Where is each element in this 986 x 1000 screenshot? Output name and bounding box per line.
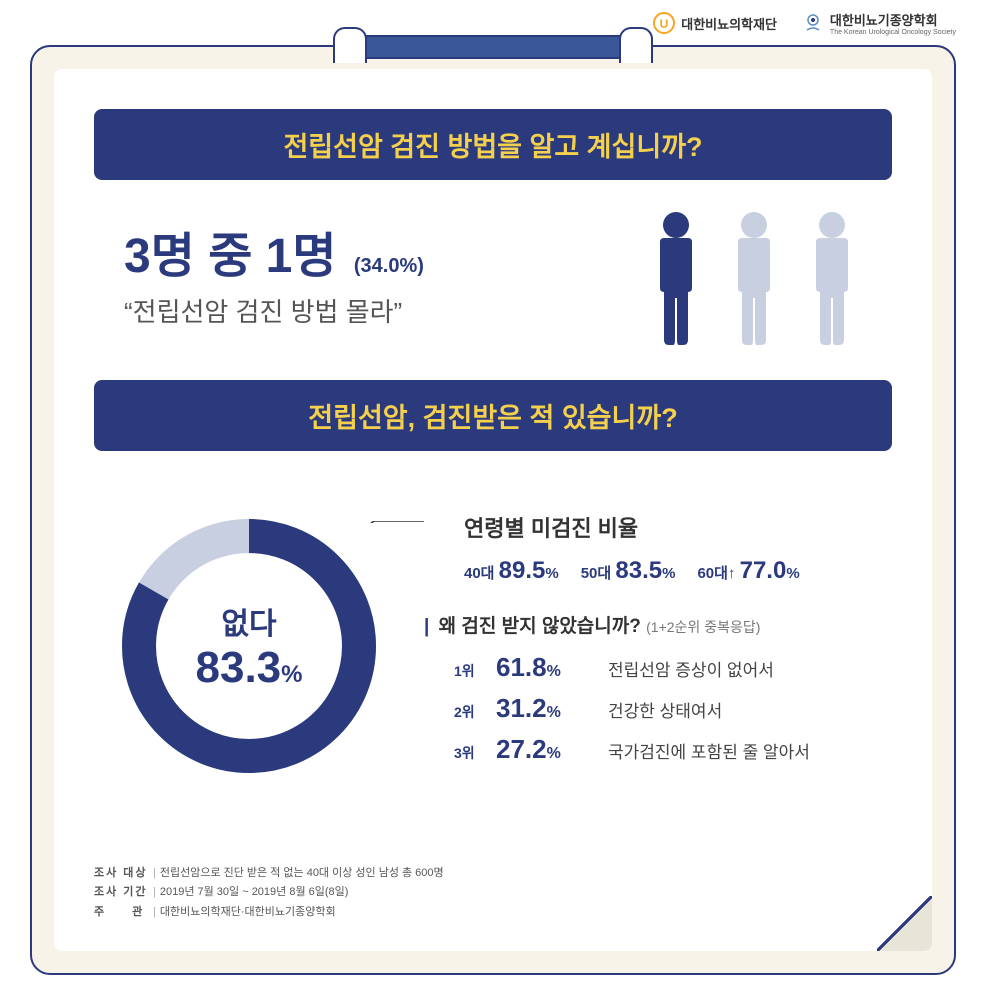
reason-item: 2위 31.2% 건강한 상태여서 xyxy=(424,693,882,724)
header-logos: U 대한비뇨의학재단 대한비뇨기종양학회 The Korean Urologic… xyxy=(653,10,956,36)
clipboard-frame: 전립선암 검진 방법을 알고 계십니까? 3명 중 1명 (34.0%) “전립… xyxy=(30,45,956,975)
logo-left: U 대한비뇨의학재단 xyxy=(653,12,777,34)
connector-line xyxy=(334,521,424,523)
donut-chart: 없다 83.3% xyxy=(104,501,394,791)
person-icon xyxy=(724,210,784,350)
reasons-list: 1위 61.8% 전립선암 증상이 없어서 2위 31.2% 건강한 상태여서 3위… xyxy=(424,652,882,765)
donut-value: 83.3% xyxy=(196,643,303,693)
stats-panel: 연령별 미검진 비율 40대 89.5%50대 83.5%60대↑ 77.0% … xyxy=(424,501,882,775)
age-stat-item: 50대 83.5% xyxy=(581,557,676,585)
donut-center: 없다 83.3% xyxy=(196,599,303,693)
reason-item: 3위 27.2% 국가검진에 포함된 줄 알아서 xyxy=(424,734,882,765)
section-awareness: 3명 중 1명 (34.0%) “전립선암 검진 방법 몰라” xyxy=(94,210,892,380)
donut-label: 없다 xyxy=(196,599,303,643)
clipboard-clip xyxy=(353,35,633,59)
logo-left-icon: U xyxy=(653,12,675,34)
logo-left-text: 대한비뇨의학재단 xyxy=(681,14,777,33)
person-icon xyxy=(646,210,706,350)
page-fold xyxy=(877,896,932,951)
person-icon xyxy=(802,210,862,350)
reason-item: 1위 61.8% 전립선암 증상이 없어서 xyxy=(424,652,882,683)
headline-text: 3명 중 1명 xyxy=(124,230,337,283)
age-stat-item: 40대 89.5% xyxy=(464,557,559,585)
logo-right: 대한비뇨기종양학회 The Korean Urological Oncology… xyxy=(802,10,956,36)
age-stat-item: 60대↑ 77.0% xyxy=(697,557,799,585)
survey-footer: 조사 대상|전립선암으로 진단 받은 적 없는 40대 이상 성인 남성 총 6… xyxy=(94,864,444,923)
age-stats-row: 40대 89.5% 50대 83.5% 60대↑ 77.0% xyxy=(424,557,882,585)
headline-stat: 3명 중 1명 (34.0%) xyxy=(124,231,596,284)
headline-percent: (34.0%) xyxy=(354,255,424,277)
section-screening: 없다 83.3% 연령별 미검진 비율 40대 89.5% 50대 83.5% 60… xyxy=(94,481,892,801)
headline-quote: “전립선암 검진 방법 몰라” xyxy=(124,292,596,329)
banner-question-1: 전립선암 검진 방법을 알고 계십니까? xyxy=(94,109,892,180)
logo-right-text: 대한비뇨기종양학회 xyxy=(830,10,956,29)
people-icons xyxy=(646,210,862,350)
paper: 전립선암 검진 방법을 알고 계십니까? 3명 중 1명 (34.0%) “전립… xyxy=(54,69,932,951)
logo-right-icon xyxy=(802,12,824,34)
svg-text:U: U xyxy=(660,17,669,31)
logo-right-sub: The Korean Urological Oncology Society xyxy=(830,29,956,36)
banner-question-2: 전립선암, 검진받은 적 있습니까? xyxy=(94,380,892,451)
reasons-heading: | 왜 검진 받지 않았습니까? (1+2순위 중복응답) xyxy=(424,611,882,638)
age-heading: 연령별 미검진 비율 xyxy=(424,511,882,543)
